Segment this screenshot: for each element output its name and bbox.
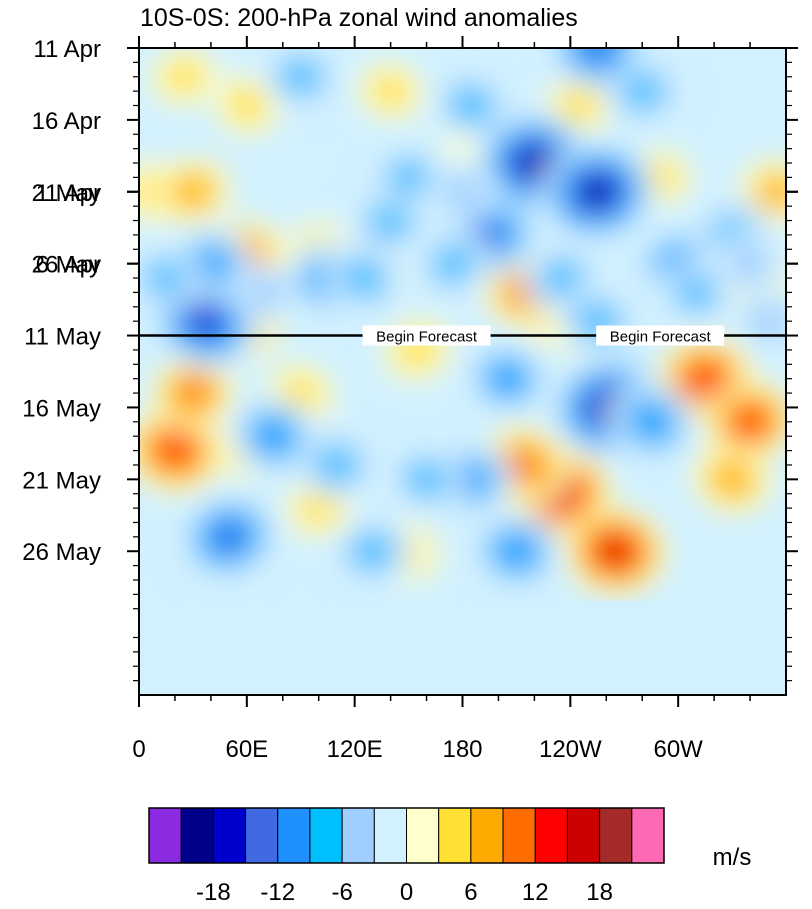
colorbar-tick-label: -6 <box>331 879 352 906</box>
colorbar-tick-label: -18 <box>196 879 231 906</box>
anomaly-blob <box>659 260 734 325</box>
anomaly-blob <box>606 381 696 462</box>
forecast-label-bg <box>362 325 491 346</box>
colorbar-box <box>631 807 665 864</box>
anomaly-blob <box>471 512 562 591</box>
x-tick-label: 0 <box>132 736 145 763</box>
anomaly-blob <box>213 75 281 136</box>
colorbar-box <box>309 807 343 864</box>
forecast-label-bg <box>596 325 725 346</box>
colorbar-box <box>341 807 375 864</box>
anomaly-blob <box>139 407 225 494</box>
anomaly-blob <box>296 430 378 500</box>
colorbar-box <box>470 807 504 864</box>
colorbar-tick-label: -12 <box>260 879 295 906</box>
anomaly-blob <box>139 246 204 310</box>
colorbar-units: m/s <box>713 844 752 871</box>
colorbar-box <box>212 807 247 864</box>
anomaly-blob <box>714 232 786 295</box>
anomaly-blob <box>388 445 465 514</box>
y-tick-label: 11 May <box>24 324 101 351</box>
y-tick-label: 26 May <box>22 539 101 566</box>
anomaly-blob <box>154 158 232 226</box>
colorbar-box <box>373 807 407 864</box>
chart-title: 10S-0S: 200-hPa zonal wind anomalies <box>140 4 578 32</box>
colorbar: -18 -12 -6 0 6 12 18 m/s <box>148 807 752 906</box>
anomaly-blob <box>371 145 446 210</box>
x-tick-label: 120E <box>327 736 383 763</box>
heatmap-field <box>139 48 786 695</box>
forecast-label: Begin Forecast <box>610 329 712 346</box>
x-tick-label: 60E <box>225 736 268 763</box>
anomaly-blobs <box>139 48 786 596</box>
x-tick-label: 60W <box>653 736 703 763</box>
colorbar-box <box>277 807 311 864</box>
colorbar-box <box>599 807 633 864</box>
anomaly-blob <box>465 342 550 415</box>
anomaly-blob <box>150 357 235 430</box>
y-tick-label: 16 Apr <box>32 108 101 135</box>
colorbar-frame <box>148 807 665 864</box>
colorbar-box <box>438 807 472 864</box>
y-tick-label: 11 Apr <box>33 36 101 63</box>
anomaly-blob <box>230 263 299 322</box>
forecast-label: Begin Forecast <box>376 329 478 346</box>
anomaly-blob <box>150 48 218 107</box>
colorbar-box <box>148 807 182 864</box>
colorbar-tick-label: 6 <box>464 879 477 906</box>
x-tick-label: 180 <box>442 736 482 763</box>
y-tick-label: 21 May <box>22 467 101 494</box>
anomaly-blob <box>703 380 786 463</box>
colorbar-box <box>406 807 440 864</box>
forecast-line-group: Begin Forecast Begin Forecast <box>139 325 786 346</box>
anomaly-blob <box>356 61 425 121</box>
y-tick-label: 16 May <box>22 395 101 422</box>
y-tick-label: 26 Apr <box>32 252 101 279</box>
anomaly-blob <box>261 48 340 111</box>
colorbar-box <box>566 807 601 864</box>
anomaly-blob <box>431 70 512 141</box>
anomaly-blob <box>415 230 492 298</box>
x-tick-label: 120W <box>539 736 602 763</box>
colorbar-box <box>245 807 279 864</box>
axes: 0 60E 120E 180 120W 60W 11 Apr 16 Apr 21 Apr 26 A… <box>22 36 798 763</box>
anomaly-blob <box>179 493 279 581</box>
anomaly-blob <box>539 141 656 243</box>
colorbar-box <box>180 807 214 864</box>
anomaly-blob <box>323 242 404 314</box>
colorbar-tick-label: 12 <box>522 879 549 906</box>
anomaly-blob <box>229 396 319 476</box>
anomaly-blob <box>427 160 498 223</box>
y-tick-label: 1 May <box>36 180 101 207</box>
colorbar-tick-label: 18 <box>586 879 613 906</box>
y-tick-label: 21 Apr <box>32 180 101 207</box>
colorbar-box <box>534 807 568 864</box>
colorbar-box <box>502 807 536 864</box>
y-tick-label: 6 May <box>36 252 101 279</box>
anomaly-blob <box>563 506 667 596</box>
anomaly-blob <box>332 516 413 586</box>
colorbar-tick-label: 0 <box>400 879 413 906</box>
anomaly-blob <box>692 444 773 515</box>
